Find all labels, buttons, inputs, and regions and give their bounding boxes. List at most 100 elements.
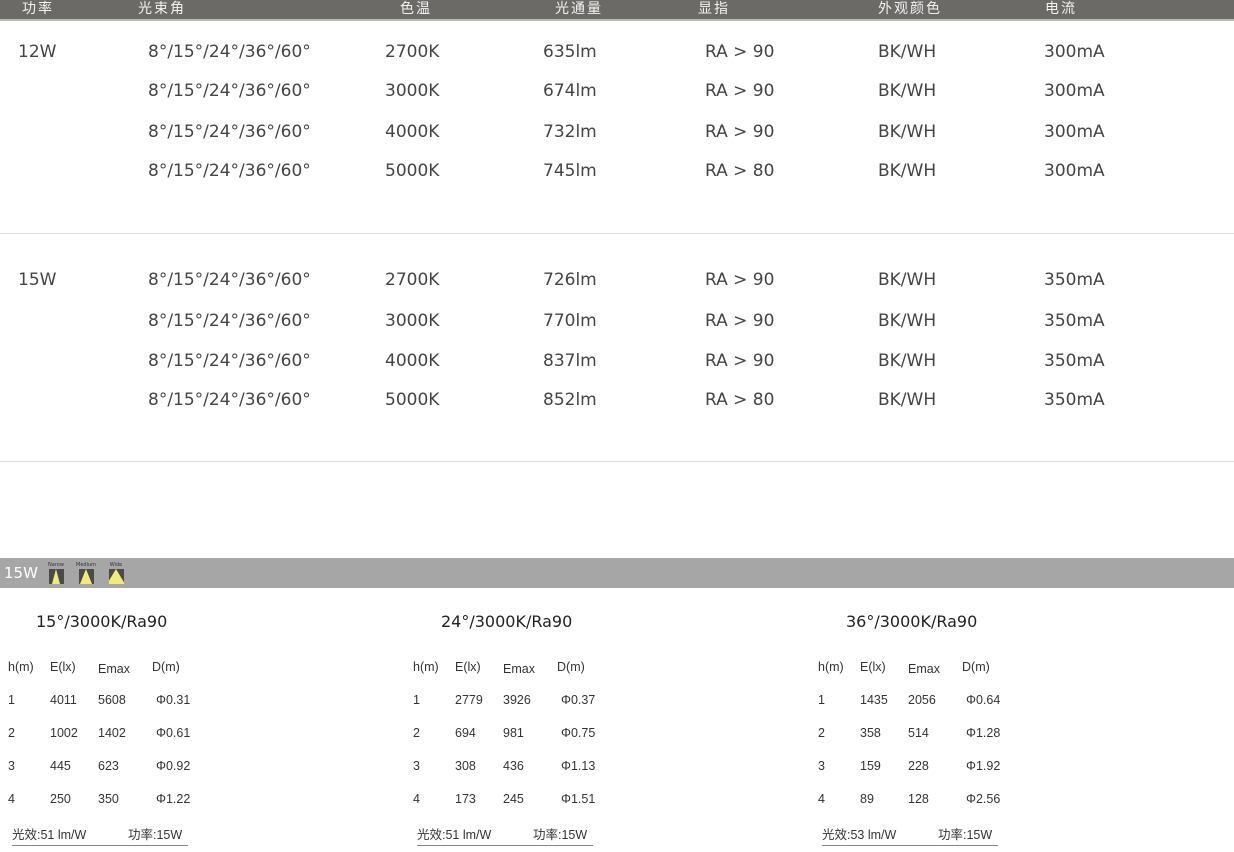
spec-cell: 8°/15°/24°/36°/60° — [148, 42, 311, 62]
divider — [0, 233, 1234, 234]
spec-cell: 3000K — [385, 81, 440, 101]
data-cell: 4011 — [50, 693, 77, 707]
spec-cell: 770lm — [543, 311, 597, 331]
column-header: D(m) — [557, 660, 585, 674]
photometric-table: 36°/3000K/Ra90 h(m) E(lx) Emax D(m) 1 1435 2056… — [810, 600, 1210, 850]
data-cell: 2 — [8, 726, 15, 740]
photometric-title: 24°/3000K/Ra90 — [441, 612, 573, 631]
data-cell: 4 — [8, 792, 15, 806]
photometric-footer: 光效:53 lm/W 功率:15W — [822, 824, 998, 846]
spec-cell: 4000K — [385, 351, 440, 371]
data-cell: 5608 — [98, 693, 126, 707]
data-cell: 3 — [413, 759, 420, 773]
spec-cell: BK/WH — [878, 390, 937, 410]
data-cell: Φ0.61 — [156, 726, 191, 740]
column-header: h(m) — [413, 660, 439, 674]
data-cell: Φ0.31 — [156, 693, 191, 707]
section-banner: 15W Narow Medium Wide — [0, 558, 1234, 588]
data-cell: 89 — [860, 792, 874, 806]
spec-cell: 8°/15°/24°/36°/60° — [148, 161, 311, 181]
spec-cell: 674lm — [543, 81, 597, 101]
spec-cell: 8°/15°/24°/36°/60° — [148, 311, 311, 331]
column-header: D(m) — [962, 660, 990, 674]
power-rating: 功率:15W — [533, 828, 588, 842]
data-cell: 623 — [98, 759, 119, 773]
power-rating: 功率:15W — [938, 828, 993, 842]
data-cell: 4 — [818, 792, 825, 806]
data-cell: 308 — [455, 759, 476, 773]
spec-cell: BK/WH — [878, 122, 937, 142]
spec-cell: 2700K — [385, 42, 440, 62]
data-cell: 1002 — [50, 726, 78, 740]
photometric-footer: 光效:51 lm/W 功率:15W — [417, 824, 593, 846]
photometric-table: 15°/3000K/Ra90 h(m) E(lx) Emax D(m) 1 4011 5608… — [0, 600, 400, 850]
data-cell: 173 — [455, 792, 476, 806]
data-cell: 159 — [860, 759, 881, 773]
header-cell: 电流 — [1045, 1, 1077, 17]
spec-cell: BK/WH — [878, 351, 937, 371]
efficacy: 光效:51 lm/W — [417, 828, 492, 842]
data-cell: 2 — [818, 726, 825, 740]
column-header: h(m) — [8, 660, 34, 674]
column-header: h(m) — [818, 660, 844, 674]
data-cell: 358 — [860, 726, 881, 740]
data-cell: 514 — [908, 726, 929, 740]
efficacy: 光效:51 lm/W — [12, 828, 87, 842]
spec-cell: 350mA — [1044, 311, 1105, 331]
spec-cell: 635lm — [543, 42, 597, 62]
data-cell: 1 — [413, 693, 420, 707]
spec-cell: 8°/15°/24°/36°/60° — [148, 390, 311, 410]
header-cell: 功率 — [22, 1, 54, 17]
spec-cell: 350mA — [1044, 390, 1105, 410]
medium-beam-icon — [78, 569, 94, 584]
spec-cell: RA > 90 — [705, 351, 775, 371]
header-cell: 色温 — [400, 1, 432, 17]
column-header: E(lx) — [455, 660, 481, 674]
spec-cell: 5000K — [385, 390, 440, 410]
spec-cell: 837lm — [543, 351, 597, 371]
photometric-footer: 光效:51 lm/W 功率:15W — [12, 824, 188, 846]
data-cell: 694 — [455, 726, 476, 740]
data-cell: Φ0.75 — [561, 726, 596, 740]
header-cell: 显指 — [698, 1, 730, 17]
data-cell: 1 — [8, 693, 15, 707]
spec-cell: RA > 80 — [705, 390, 775, 410]
column-header: D(m) — [152, 660, 180, 674]
beam-shape — [108, 569, 124, 584]
data-cell: Φ0.37 — [561, 693, 596, 707]
data-cell: Φ1.92 — [966, 759, 1001, 773]
beam-shape — [52, 569, 60, 584]
data-cell: 2 — [413, 726, 420, 740]
beam-option: Narow — [46, 562, 66, 584]
column-header: E(lx) — [50, 660, 76, 674]
header-cell: 外观颜色 — [878, 1, 942, 17]
spec-cell: 8°/15°/24°/36°/60° — [148, 270, 311, 290]
spec-cell: BK/WH — [878, 81, 937, 101]
data-cell: 981 — [503, 726, 524, 740]
data-cell: Φ0.92 — [156, 759, 191, 773]
spec-cell: 300mA — [1044, 122, 1105, 142]
column-header: Emax — [98, 662, 130, 676]
data-cell: 2779 — [455, 693, 483, 707]
spec-cell: RA > 80 — [705, 161, 775, 181]
spec-cell: BK/WH — [878, 42, 937, 62]
spec-cell: 300mA — [1044, 42, 1105, 62]
data-cell: 1435 — [860, 693, 888, 707]
spec-cell: RA > 90 — [705, 311, 775, 331]
data-cell: Φ1.22 — [156, 792, 191, 806]
spec-cell: 8°/15°/24°/36°/60° — [148, 81, 311, 101]
data-cell: 250 — [50, 792, 71, 806]
spec-cell: 3000K — [385, 311, 440, 331]
data-cell: 4 — [413, 792, 420, 806]
efficacy: 光效:53 lm/W — [822, 828, 897, 842]
column-header: Emax — [908, 662, 940, 676]
beam-label: Medium — [76, 562, 96, 568]
power-rating: 功率:15W — [128, 828, 183, 842]
data-cell: Φ1.13 — [561, 759, 596, 773]
data-cell: 1402 — [98, 726, 126, 740]
spec-cell: 745lm — [543, 161, 597, 181]
spec-cell: RA > 90 — [705, 42, 775, 62]
spec-cell: 2700K — [385, 270, 440, 290]
beam-shape — [80, 569, 92, 584]
spec-cell: 726lm — [543, 270, 597, 290]
